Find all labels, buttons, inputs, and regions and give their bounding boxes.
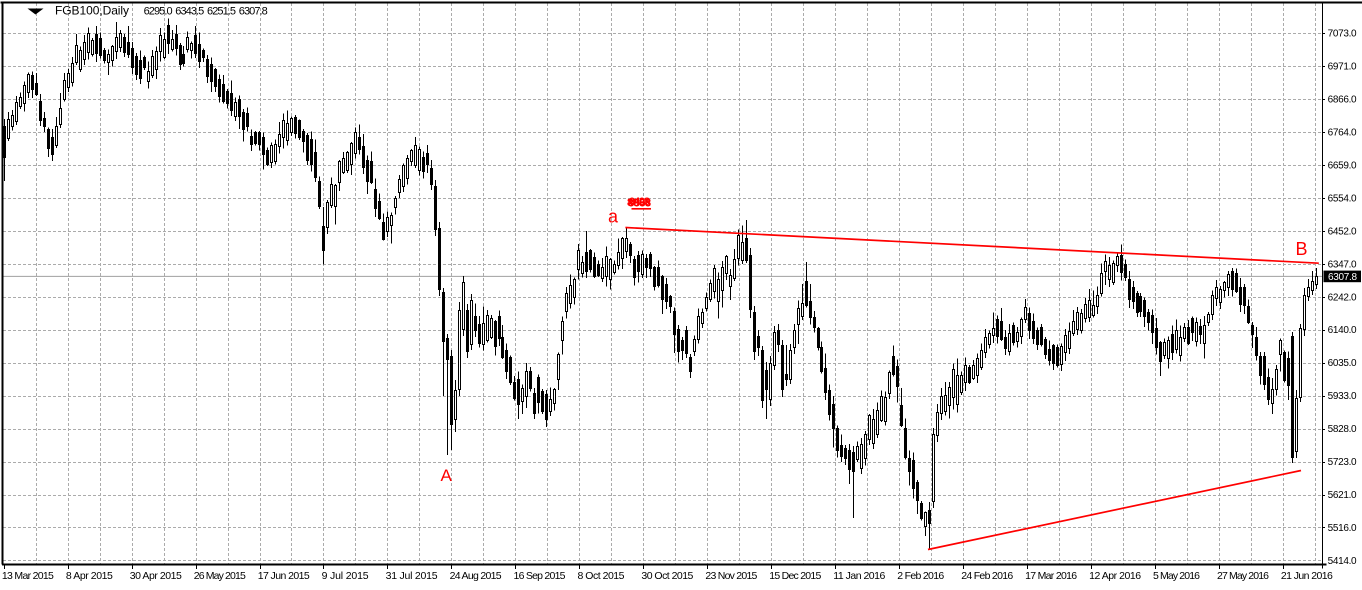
svg-text:17 Jun 2015: 17 Jun 2015 xyxy=(258,570,310,582)
svg-text:6295.0: 6295.0 xyxy=(144,6,173,18)
svg-text:9 Jul 2015: 9 Jul 2015 xyxy=(322,570,369,582)
svg-text:0408: 0408 xyxy=(629,196,650,208)
svg-text:5 May 2016: 5 May 2016 xyxy=(1153,570,1200,582)
svg-text:7073.0: 7073.0 xyxy=(1328,29,1357,40)
svg-text:11 Jan 2016: 11 Jan 2016 xyxy=(833,570,885,582)
svg-text:12 Apr 2016: 12 Apr 2016 xyxy=(1089,570,1141,582)
svg-text:15 Dec 2015: 15 Dec 2015 xyxy=(769,570,821,582)
svg-text:B: B xyxy=(1296,239,1308,259)
svg-text:6307.8: 6307.8 xyxy=(239,6,268,18)
svg-text:30 Apr 2015: 30 Apr 2015 xyxy=(130,570,182,582)
svg-text:5723.0: 5723.0 xyxy=(1328,457,1357,468)
svg-text:6554.0: 6554.0 xyxy=(1328,193,1357,204)
svg-text:5828.0: 5828.0 xyxy=(1328,424,1357,435)
svg-text:6347.0: 6347.0 xyxy=(1328,259,1357,270)
svg-text:8 Apr 2015: 8 Apr 2015 xyxy=(66,570,113,582)
svg-text:8 Oct 2015: 8 Oct 2015 xyxy=(578,570,625,582)
svg-text:6140.0: 6140.0 xyxy=(1328,325,1357,336)
svg-text:8888: 8888 xyxy=(627,197,651,209)
svg-text:6866.0: 6866.0 xyxy=(1328,95,1357,106)
svg-text:6452.0: 6452.0 xyxy=(1328,226,1357,237)
svg-text:16 Sep 2015: 16 Sep 2015 xyxy=(514,570,566,582)
svg-text:6251.5: 6251.5 xyxy=(207,6,236,18)
svg-text:6307.8: 6307.8 xyxy=(1328,272,1357,283)
svg-text:5414.0: 5414.0 xyxy=(1328,556,1357,567)
svg-text:6764.0: 6764.0 xyxy=(1328,128,1357,139)
svg-text:2 Feb 2016: 2 Feb 2016 xyxy=(897,570,944,582)
svg-text:FGB100,Daily: FGB100,Daily xyxy=(55,4,129,18)
svg-text:27 May 2016: 27 May 2016 xyxy=(1217,570,1269,582)
svg-text:6659.0: 6659.0 xyxy=(1328,161,1357,172)
svg-text:24 Aug 2015: 24 Aug 2015 xyxy=(450,570,502,582)
svg-text:17 Mar 2016: 17 Mar 2016 xyxy=(1025,570,1077,582)
svg-text:a: a xyxy=(608,207,619,227)
svg-text:A: A xyxy=(441,466,453,485)
svg-text:31 Jul 2015: 31 Jul 2015 xyxy=(386,570,438,582)
svg-text:21 Jun 2016: 21 Jun 2016 xyxy=(1281,570,1333,582)
svg-text:24 Feb 2016: 24 Feb 2016 xyxy=(961,570,1013,582)
svg-text:6242.0: 6242.0 xyxy=(1328,292,1357,303)
svg-text:5933.0: 5933.0 xyxy=(1328,391,1357,402)
svg-text:5516.0: 5516.0 xyxy=(1328,523,1357,534)
svg-text:6035.0: 6035.0 xyxy=(1328,358,1357,369)
svg-text:8888: 8888 xyxy=(628,198,651,210)
svg-text:23 Nov 2015: 23 Nov 2015 xyxy=(705,570,757,582)
svg-text:6343.5: 6343.5 xyxy=(175,6,204,18)
svg-text:13 Mar 2015: 13 Mar 2015 xyxy=(2,570,54,582)
svg-text:5621.0: 5621.0 xyxy=(1328,490,1357,501)
svg-text:30 Oct 2015: 30 Oct 2015 xyxy=(641,570,693,582)
svg-text:6971.0: 6971.0 xyxy=(1328,62,1357,73)
svg-text:26 May 2015: 26 May 2015 xyxy=(194,570,246,582)
